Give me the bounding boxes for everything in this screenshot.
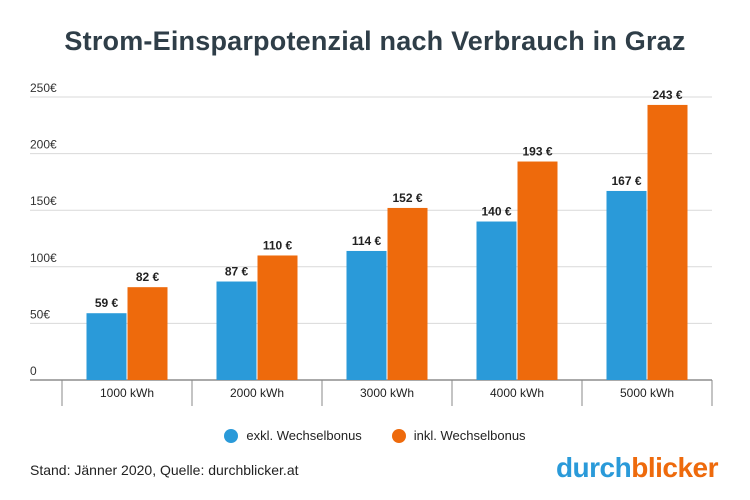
source-note: Stand: Jänner 2020, Quelle: durchblicker… <box>30 462 299 478</box>
y-tick-label-250: 250€ <box>30 81 57 95</box>
legend-label-inkl: inkl. Wechselbonus <box>413 428 526 443</box>
legend-label-exkl: exkl. Wechselbonus <box>246 428 362 443</box>
bar-s1-2 <box>387 207 428 380</box>
x-tick-label-1: 2000 kWh <box>230 386 284 400</box>
data-label-s0-1: 87 € <box>225 265 249 279</box>
legend: exkl. Wechselbonus inkl. Wechselbonus <box>0 428 750 443</box>
data-label-s1-3: 193 € <box>522 145 552 159</box>
bar-s1-1 <box>257 255 298 380</box>
y-tick-label-100: 100€ <box>30 251 57 265</box>
bar-s0-3 <box>476 221 517 380</box>
x-tick-label-2: 3000 kWh <box>360 386 414 400</box>
data-label-s0-2: 114 € <box>352 234 382 248</box>
y-tick-label-200: 200€ <box>30 138 57 152</box>
logo-part-blicker: blicker <box>631 452 718 483</box>
legend-item-inkl: inkl. Wechselbonus <box>391 428 526 443</box>
data-label-s1-2: 152 € <box>392 191 422 205</box>
data-label-s1-1: 110 € <box>263 238 293 252</box>
logo-part-durch: durch <box>555 452 632 483</box>
x-tick-label-3: 4000 kWh <box>490 386 544 400</box>
y-tick-label-150: 150€ <box>30 194 57 208</box>
bar-s0-0 <box>86 313 127 380</box>
legend-swatch-inkl <box>391 428 406 443</box>
data-label-s1-4: 243 € <box>652 88 682 102</box>
bar-s1-0 <box>127 287 168 380</box>
data-label-s0-0: 59 € <box>95 296 119 310</box>
brand-logo: durchblicker <box>555 452 719 484</box>
data-label-s0-3: 140 € <box>481 205 511 219</box>
bar-s1-3 <box>517 161 558 380</box>
bar-s1-4 <box>647 104 688 380</box>
x-tick-label-4: 5000 kWh <box>620 386 674 400</box>
data-label-s0-4: 167 € <box>611 174 641 188</box>
y-tick-label-50: 50€ <box>30 307 50 321</box>
x-tick-label-0: 1000 kWh <box>100 386 154 400</box>
legend-item-exkl: exkl. Wechselbonus <box>224 428 362 443</box>
bar-s0-1 <box>216 281 257 380</box>
bar-s0-4 <box>606 190 647 380</box>
data-label-s1-0: 82 € <box>136 270 160 284</box>
chart-title: Strom-Einsparpotenzial nach Verbrauch in… <box>64 26 686 56</box>
legend-swatch-exkl <box>224 428 239 443</box>
y-tick-label-0: 0 <box>30 364 37 378</box>
bar-s0-2 <box>346 250 387 380</box>
